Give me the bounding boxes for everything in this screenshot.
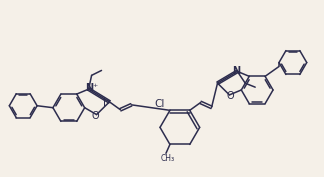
Text: +: +	[92, 83, 97, 88]
Text: I⁻: I⁻	[103, 98, 112, 108]
Text: N: N	[86, 83, 94, 93]
Text: Cl: Cl	[155, 99, 165, 109]
Text: O: O	[92, 111, 99, 121]
Text: O: O	[226, 91, 234, 101]
Text: N: N	[232, 66, 240, 76]
Text: CH₃: CH₃	[161, 154, 175, 163]
